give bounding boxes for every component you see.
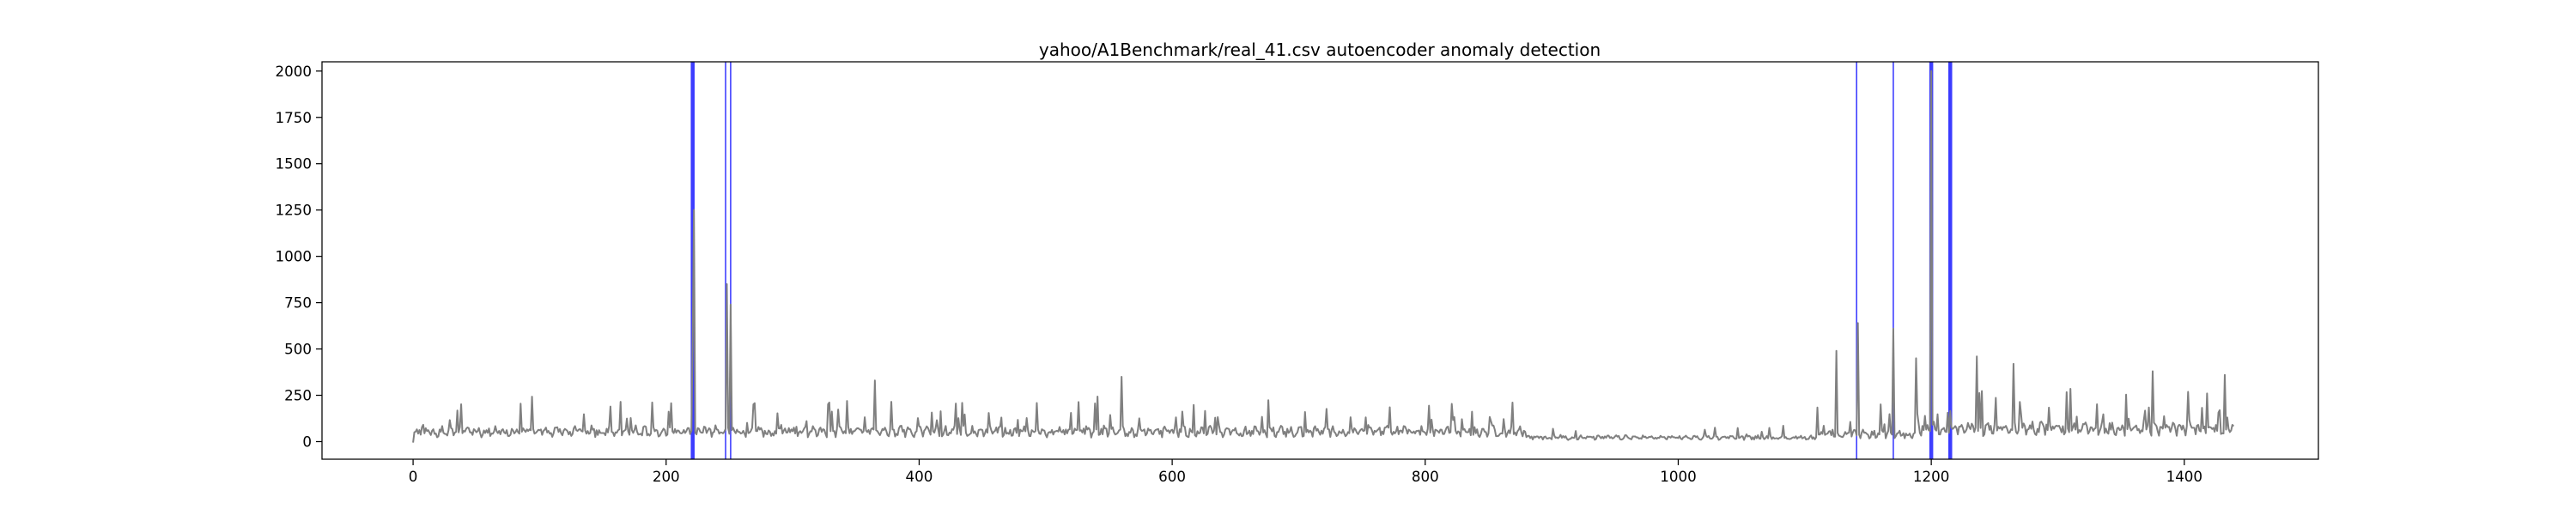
y-tick-label: 1500 (276, 155, 312, 173)
y-tick-label: 750 (284, 294, 312, 312)
x-tick-label: 600 (1158, 468, 1186, 485)
y-tick-label: 1000 (276, 248, 312, 265)
x-tick-label: 400 (906, 468, 933, 485)
series-line (412, 70, 2235, 443)
x-axis: 0 200 400 600 800 1000 1200 1400 (409, 459, 2202, 485)
series-group (412, 70, 2235, 443)
plot-area (412, 62, 2235, 459)
y-tick-label: 2000 (276, 63, 312, 80)
chart-title: yahoo/A1Benchmark/real_41.csv autoencode… (1039, 39, 1601, 60)
x-tick-label: 0 (409, 468, 418, 485)
y-tick-label: 0 (302, 433, 312, 450)
x-tick-label: 1200 (1913, 468, 1949, 485)
x-tick-label: 200 (653, 468, 680, 485)
x-tick-label: 1400 (2166, 468, 2202, 485)
y-tick-label: 1750 (276, 109, 312, 126)
plot-frame (321, 61, 2319, 460)
y-tick-label: 1250 (276, 202, 312, 219)
y-tick-label: 250 (284, 387, 312, 404)
y-tick-label: 500 (284, 341, 312, 358)
x-tick-label: 1000 (1660, 468, 1696, 485)
x-tick-label: 800 (1412, 468, 1439, 485)
y-axis: 0 250 500 750 1000 1250 1500 1750 2000 (276, 63, 322, 450)
